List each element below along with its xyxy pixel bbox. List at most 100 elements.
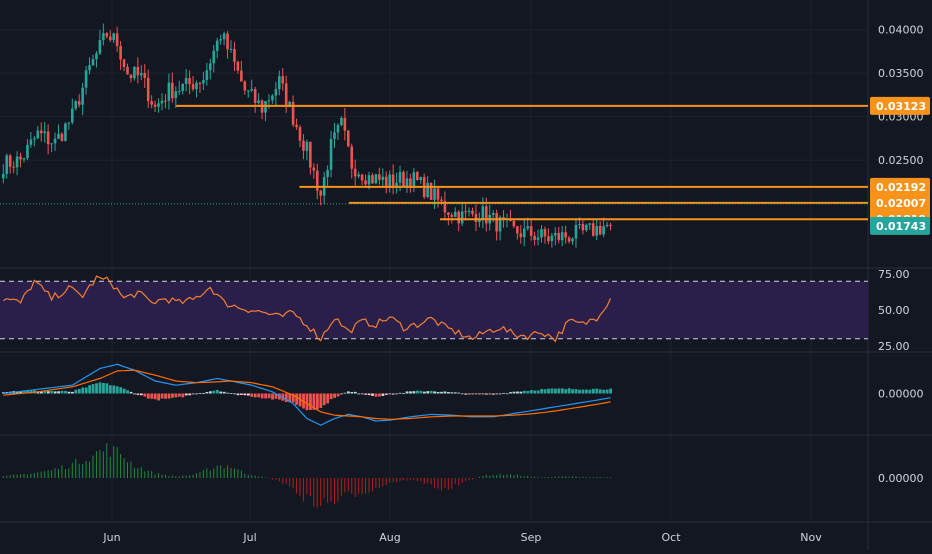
macd-histogram-bar [105, 383, 109, 394]
macd-histogram-bar [22, 390, 26, 394]
macd-histogram-bar [357, 393, 361, 395]
macd-histogram-bar [519, 391, 523, 394]
macd-histogram-bar [264, 393, 267, 399]
macd-histogram-bar [278, 393, 281, 400]
candle-body [447, 212, 450, 215]
candle-body [202, 80, 205, 84]
candle-body [498, 217, 502, 232]
macd-histogram-bar [550, 388, 554, 394]
macd-histogram-bar [205, 391, 209, 394]
price-pane[interactable] [0, 23, 868, 248]
macd-histogram-bar [533, 390, 537, 394]
rsi-pane[interactable] [0, 275, 868, 343]
macd-histogram-bar [167, 393, 171, 399]
macd-histogram-bar [133, 393, 136, 395]
macd-pane[interactable] [2, 363, 612, 426]
macd-histogram-bar [388, 393, 392, 395]
candle-body [105, 33, 109, 37]
macd-histogram-bar [102, 382, 105, 394]
macd-histogram-bar [50, 390, 54, 394]
candle-body [526, 226, 529, 229]
macd-histogram-bar [440, 391, 443, 394]
candle-body [315, 170, 319, 191]
level-price-badge [870, 193, 930, 212]
candle-body [81, 87, 84, 105]
candle-body [571, 238, 574, 242]
macd-histogram-bar [129, 391, 133, 394]
candle-body [519, 233, 523, 238]
candle-body [547, 236, 550, 242]
candle-body [98, 40, 102, 54]
macd-histogram-bar [60, 390, 64, 394]
candle-body [471, 210, 474, 214]
macd-histogram-bar [578, 389, 581, 394]
x-axis-tick-label: Aug [379, 531, 400, 544]
candle-body [22, 158, 26, 160]
candle-body [353, 168, 357, 177]
candle-body [184, 78, 188, 84]
candle-body [84, 70, 88, 88]
candle-body [350, 146, 354, 169]
macd-histogram-bar [471, 393, 474, 395]
macd-histogram-bar [543, 389, 547, 394]
macd-histogram-bar [271, 393, 274, 400]
macd-histogram-bar [181, 393, 185, 398]
macd-histogram-bar [157, 393, 161, 401]
candle-body [257, 100, 260, 103]
macd-histogram-bar [464, 393, 468, 395]
candle-body [491, 213, 495, 215]
candle-body [357, 174, 360, 177]
candle-body [233, 48, 236, 62]
candle-body [33, 138, 36, 140]
oscillator-pane[interactable] [2, 443, 611, 508]
candle-body [215, 40, 219, 51]
candle-body [57, 133, 60, 139]
candle-body [360, 174, 364, 181]
candle-body [405, 178, 409, 187]
macd-histogram-bar [422, 391, 426, 394]
candle-body [426, 182, 429, 198]
candle-body [436, 188, 440, 200]
candle-body [481, 206, 485, 220]
macd-histogram-bar [191, 393, 195, 395]
macd-histogram-bar [554, 388, 557, 394]
candle-body [2, 173, 5, 179]
x-axis-tick-label: Sep [521, 531, 542, 544]
macd-tick-label: 0.00000 [878, 388, 924, 401]
macd-histogram-bar [522, 390, 526, 394]
macd-histogram-bar [153, 393, 157, 400]
macd-histogram-bar [395, 393, 399, 395]
price-tick-label: 0.03500 [878, 67, 924, 80]
candle-body [164, 100, 167, 102]
macd-histogram-bar [598, 389, 602, 394]
macd-histogram-bar [547, 388, 550, 394]
macd-histogram-bar [226, 392, 230, 394]
candle-body [409, 178, 412, 187]
candle-body [402, 172, 405, 187]
candle-body [374, 174, 378, 184]
macd-histogram-bar [495, 393, 499, 395]
macd-histogram-bar [378, 393, 381, 397]
candle-body [336, 125, 340, 133]
macd-histogram-bar [447, 392, 450, 394]
x-axis-tick-label: Jul [242, 531, 256, 544]
price-tick-label: 0.02500 [878, 154, 924, 167]
macd-histogram-bar [453, 392, 457, 394]
candle-body [533, 235, 536, 240]
macd-histogram-bar [329, 393, 333, 400]
macd-histogram-bar [233, 393, 236, 395]
macd-histogram-bar [509, 392, 512, 394]
macd-histogram-bar [240, 393, 243, 395]
level-price-badge [870, 177, 930, 196]
candle-body [36, 130, 40, 139]
candle-body [246, 90, 250, 92]
candle-body [71, 108, 74, 123]
macd-histogram-bar [364, 393, 368, 395]
macd-histogram-bar [74, 389, 78, 394]
candle-body [522, 228, 526, 238]
candle-body [398, 172, 402, 183]
candle-body [412, 172, 416, 187]
candle-body [395, 182, 398, 187]
